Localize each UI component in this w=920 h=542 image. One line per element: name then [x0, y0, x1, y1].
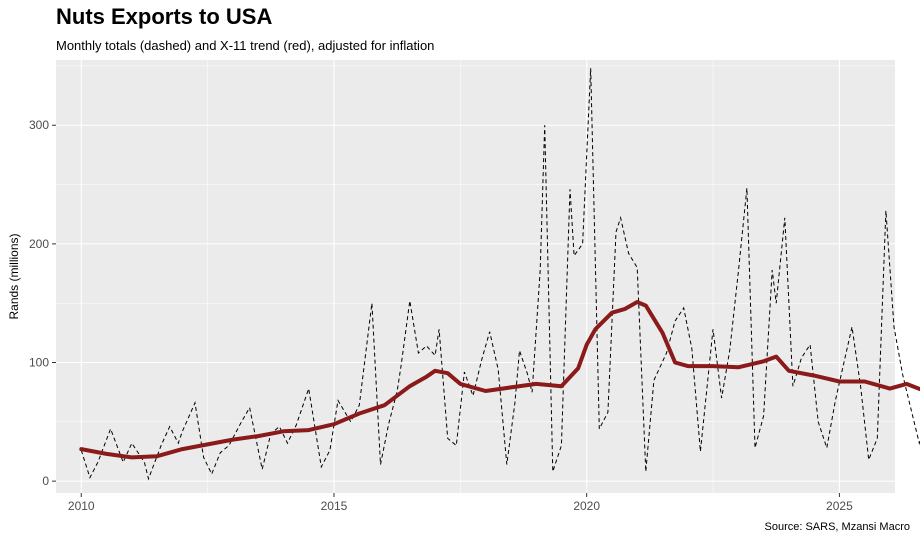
y-tick-label: 0 [42, 474, 49, 488]
y-tick-label: 200 [29, 237, 49, 251]
plot-panel [56, 60, 895, 493]
y-tick-label: 300 [29, 118, 49, 132]
trend-series-line [79, 300, 920, 460]
x-tick-label: 2015 [321, 499, 348, 513]
chart-caption: Source: SARS, Mzansi Macro [764, 521, 911, 533]
y-axis-label: Rands (millions) [7, 233, 21, 319]
tick-labels: 2010 2015 2020 2025 0 100 200 300 [29, 118, 853, 513]
x-tick-label: 2010 [68, 499, 95, 513]
y-tick-label: 100 [29, 356, 49, 370]
minor-gridlines [56, 60, 895, 493]
chart-subtitle: Monthly totals (dashed) and X-11 trend (… [56, 38, 435, 53]
x-tick-label: 2020 [573, 499, 600, 513]
series-layer [79, 68, 920, 481]
chart-title: Nuts Exports to USA [56, 4, 273, 29]
x-tick-label: 2025 [826, 499, 853, 513]
axis-ticks [52, 124, 840, 497]
monthly-series-line [80, 68, 920, 481]
